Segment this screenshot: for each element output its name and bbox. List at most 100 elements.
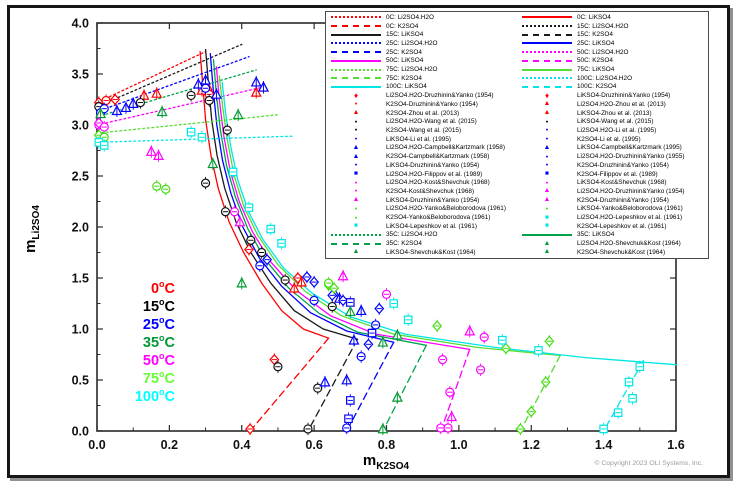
legend-entry-label: 25C: K2SO4	[386, 48, 422, 56]
curve-15C-li2so4h2o	[96, 43, 243, 108]
legend-marker-square-icon: ■	[545, 222, 549, 230]
legend-marker-diamond-icon: ♦	[353, 90, 359, 100]
legend-entry-left-16: ▲ K2SO4-Campbell&Kartzmark (1958)	[326, 152, 517, 161]
legend-entry-right-14: ● K2SO4-Li et al. (1995)	[517, 135, 708, 144]
legend-entry-right-26: ▲ Li2SO4.H2O-Shevchuk&Kost (1964)	[517, 239, 708, 248]
legend-right-column: 0C: LiKSO4 15C: Li2SO4.H2O 15C: K2SO4 25C: …	[517, 13, 708, 257]
legend-entry-label: 50C: LiKSO4	[386, 57, 424, 65]
curve-25C-k2so4	[346, 341, 395, 432]
legend-marker-triangle-icon: ▲	[352, 248, 360, 256]
legend-dotted-line-swatch	[326, 42, 386, 45]
legend-entry-left-20: ● K2SO4-Kost&Shevchuk (1968)	[326, 187, 517, 196]
legend-entry-left-10: ● K2SO4-Druzhinin&Yanko (1954)	[326, 100, 517, 109]
legend-entry-label: LiKSO4-Shevchuk&Kost (1964)	[386, 248, 476, 256]
legend-entry-label: 35C: Li2SO4.H2O	[386, 231, 438, 239]
legend-entry-left-2: 15C: LiKSO4	[326, 30, 517, 39]
legend-entry-left-18: ■ Li2SO4.H2O-Filippov et al. (1989)	[326, 170, 517, 179]
legend-marker-dot-icon: ●	[354, 127, 358, 133]
legend-solid-line-swatch	[517, 233, 577, 236]
x-axis-title: mK2SO4	[362, 452, 410, 472]
scatter-blue-squares	[344, 296, 377, 425]
legend-marker-square-icon: ■	[354, 222, 358, 230]
legend-entry-label: 15C: Li2SO4.H2O	[577, 22, 629, 30]
temp-label-50C: 50oC	[142, 351, 175, 369]
legend-marker-dot-icon: ●	[545, 162, 549, 168]
legend-entry-label: Li2SO4.H2O-Druzhinin&Yanko (1954)	[577, 187, 685, 195]
legend-entry-right-12: ● LiKSO4-Wang et al. (2015)	[517, 117, 708, 126]
y-tick-label: 1.5	[72, 271, 89, 285]
legend-entry-right-7: 100C: Li2SO4.H2O	[517, 74, 708, 83]
legend-entry-label: 15C: LiKSO4	[386, 31, 424, 39]
legend-entry-label: 75C: LiKSO4	[577, 66, 615, 74]
curve-0C-likso4	[199, 50, 330, 339]
legend-marker-dot-icon: ●	[354, 118, 358, 124]
legend-marker-triangle-icon: ▲	[352, 109, 360, 117]
legend-entry-right-20: ▲ Li2SO4.H2O-Druzhinin&Yanko (1954)	[517, 187, 708, 196]
legend-marker-dot-icon: ●	[354, 136, 358, 142]
legend-dashed-line-swatch	[326, 77, 386, 80]
legend-dashed-line-swatch	[517, 33, 577, 36]
legend-entry-left-8: 100C: LiKSO4	[326, 83, 517, 92]
legend-entry-label: K2SO4-Filippov et al. (1989)	[577, 170, 658, 178]
legend-entry-right-1: 15C: Li2SO4.H2O	[517, 22, 708, 31]
legend-entry-label: 25C: Li2SO4.H2O	[386, 39, 438, 47]
legend-dotted-line-swatch	[517, 77, 577, 80]
legend-marker-square-icon: ■	[354, 170, 358, 177]
legend-marker-triangle-icon: ▲	[352, 143, 360, 151]
x-tick-label: 0.0	[88, 438, 105, 452]
x-tick-label: 1.2	[523, 438, 540, 452]
curve-25C-likso4	[209, 52, 395, 343]
legend-entry-label: 50C: Li2SO4.H2O	[577, 48, 629, 56]
legend-entry-right-3: 25C: LiKSO4	[517, 39, 708, 48]
legend-marker-triangle-icon: ▲	[352, 196, 360, 204]
legend-entry-right-0: 0C: LiKSO4	[517, 13, 708, 22]
legend-marker-dot-icon: ●	[545, 205, 549, 211]
x-tick-label: 0.2	[161, 438, 178, 452]
legend-entry-label: K2SO4-Druzhinin&Yanko (1954)	[577, 196, 669, 204]
legend-marker-dot-icon: ●	[545, 153, 549, 159]
legend-marker-dot-icon: ●	[545, 179, 549, 185]
temp-label-35C: 35oC	[142, 333, 175, 351]
legend-entry-label: K2SO4-Wang et al. (2015)	[386, 126, 462, 134]
legend-entry-right-17: ● K2SO4-Druzhinin&Yanko (1954)	[517, 161, 708, 170]
legend-marker-dot-icon: ●	[354, 179, 358, 185]
legend-solid-line-swatch	[326, 59, 386, 62]
curve-35C-likso4	[212, 59, 427, 346]
curve-15C-k2so4	[307, 338, 359, 432]
y-tick-label: 4.0	[72, 16, 89, 30]
curve-75C-li2so4h2o	[96, 114, 279, 134]
legend-entry-right-16: ● Li2SO4.H2O-Druzhinin&Yanko (1955)	[517, 152, 708, 161]
legend-solid-line-swatch	[326, 33, 386, 36]
legend-entry-label: K2SO4-Yanko&Beloborodova (1961)	[386, 214, 491, 222]
curve-100C-likso4	[221, 81, 677, 366]
legend-entry-label: LiKSO4-Wang et al. (2015)	[577, 118, 654, 126]
legend-solid-line-swatch	[517, 16, 577, 19]
y-tick-label: 2.5	[72, 169, 89, 183]
legend-entry-right-11: ▲ LiKSO4-Zhou et al. (2013)	[517, 109, 708, 118]
legend-entry-label: 100C: K2SO4	[577, 83, 617, 91]
curve-75C-k2so4	[519, 354, 561, 432]
legend-entry-right-6: 75C: LiKSO4	[517, 65, 708, 74]
x-tick-label: 0.4	[233, 438, 250, 452]
legend-entry-label: 25C: LiKSO4	[577, 39, 615, 47]
scatter-blue-triangles	[111, 73, 367, 389]
legend-marker-triangle-icon: ▲	[543, 109, 551, 117]
legend-entry-label: Li2SO4.H2O-Lepeshkov et al. (1961)	[577, 214, 683, 222]
legend-entry-label: LiKSO4-Lepeshkov et al. (1961)	[386, 222, 477, 230]
temperature-labels: 0oC 15oC 25oC 35oC 50oC 75oC 100oC	[95, 276, 175, 405]
legend-entry-label: K2SO4-Kost&Shevchuk (1968)	[386, 187, 475, 195]
legend-entry-label: K2SO4-Li et al. (1995)	[577, 135, 641, 143]
legend-entry-right-10: ▲ Li2SO4.H2O-Zhou et al. (2013)	[517, 100, 708, 109]
legend-entry-left-17: ● LiKSO4-Druzhinin&Yanko (1954)	[326, 161, 517, 170]
x-tick-label: 0.8	[378, 438, 395, 452]
temp-label-75C: 75oC	[142, 369, 175, 387]
legend-marker-triangle-icon: ▲	[543, 143, 551, 151]
scatter-blue-diamonds	[262, 253, 385, 351]
legend-entry-right-13: ● Li2SO4.H2O-Li et al. (1995)	[517, 126, 708, 135]
legend-entry-left-11: ▲ K2SO4-Zhou et al. (2013)	[326, 109, 517, 118]
legend-entry-label: 35C: K2SO4	[386, 240, 422, 248]
legend-entry-label: Li2SO4.H2O-Druzhinin&Yanko (1955)	[577, 153, 685, 161]
legend-marker-diamond-icon: ♦	[544, 90, 550, 100]
curve-50C-k2so4	[440, 348, 471, 432]
legend-entry-left-7: 75C: K2SO4	[326, 74, 517, 83]
